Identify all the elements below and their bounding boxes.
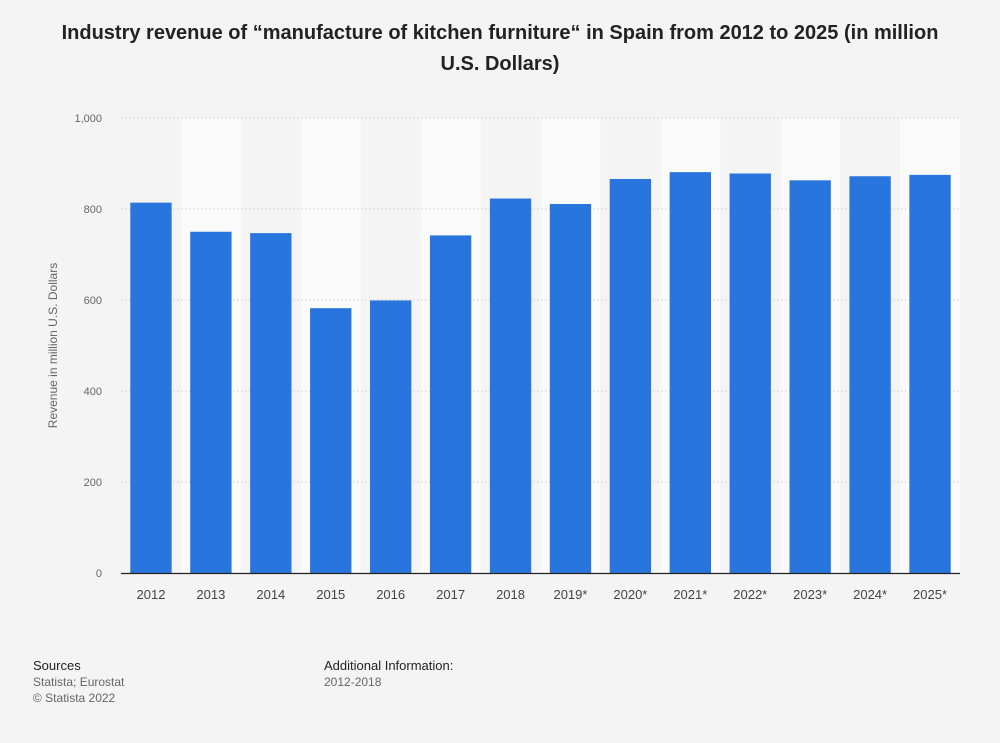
sources-line-2: © Statista 2022: [33, 691, 116, 705]
x-tick-label: 2016: [376, 587, 405, 602]
x-tick-label: 2018: [496, 587, 525, 602]
bar[interactable]: [370, 300, 412, 573]
y-tick-label: 0: [96, 568, 102, 580]
y-tick-label: 800: [84, 204, 102, 216]
x-tick-label: 2020*: [613, 587, 647, 602]
bar[interactable]: [789, 180, 831, 573]
x-tick-label: 2014: [256, 587, 285, 602]
bar[interactable]: [130, 202, 172, 573]
y-tick-label: 400: [84, 386, 102, 398]
y-tick-label: 1,000: [74, 113, 102, 125]
y-axis-label: Revenue in million U.S. Dollars: [46, 263, 60, 428]
bar[interactable]: [250, 233, 292, 574]
x-tick-label: 2019*: [553, 587, 587, 602]
sources-heading: Sources: [33, 658, 81, 673]
bar[interactable]: [909, 174, 951, 573]
bar[interactable]: [609, 178, 652, 573]
x-tick-label: 2024*: [853, 587, 887, 602]
additional-info-text: 2012-2018: [324, 675, 382, 689]
x-tick-label: 2022*: [733, 587, 767, 602]
x-tick-labels: 2012 2013 2014 2015 2016 2017 2018 2019* 2020* 20…: [137, 587, 948, 602]
x-tick-label: 2021*: [673, 587, 707, 602]
x-tick-label: 2023*: [793, 587, 827, 602]
bars: [130, 172, 951, 574]
sources-block: Sources Statista; Eurostat © Statista 20…: [33, 658, 124, 706]
x-tick-label: 2013: [196, 587, 225, 602]
x-tick-label: 2017: [436, 587, 465, 602]
bar[interactable]: [310, 308, 352, 573]
y-tick-labels: 0 200 400 600 800 1,000: [74, 113, 102, 580]
bar[interactable]: [669, 172, 711, 573]
bar[interactable]: [190, 231, 232, 573]
additional-info-heading: Additional Information:: [324, 658, 454, 673]
chart-title: Industry revenue of “manufacture of kitc…: [61, 22, 939, 75]
sources-line-1: Statista; Eurostat: [33, 675, 125, 689]
y-tick-label: 200: [84, 477, 102, 489]
bar[interactable]: [549, 203, 592, 573]
x-tick-label: 2025*: [913, 587, 947, 602]
y-tick-label: 600: [84, 295, 102, 307]
bar[interactable]: [489, 198, 532, 573]
x-tick-label: 2012: [137, 587, 166, 602]
bar[interactable]: [729, 173, 771, 573]
x-tick-label: 2015: [316, 587, 345, 602]
bar[interactable]: [429, 235, 472, 573]
bar[interactable]: [849, 176, 891, 574]
additional-info-block: Additional Information: 2012-2018: [324, 658, 453, 690]
